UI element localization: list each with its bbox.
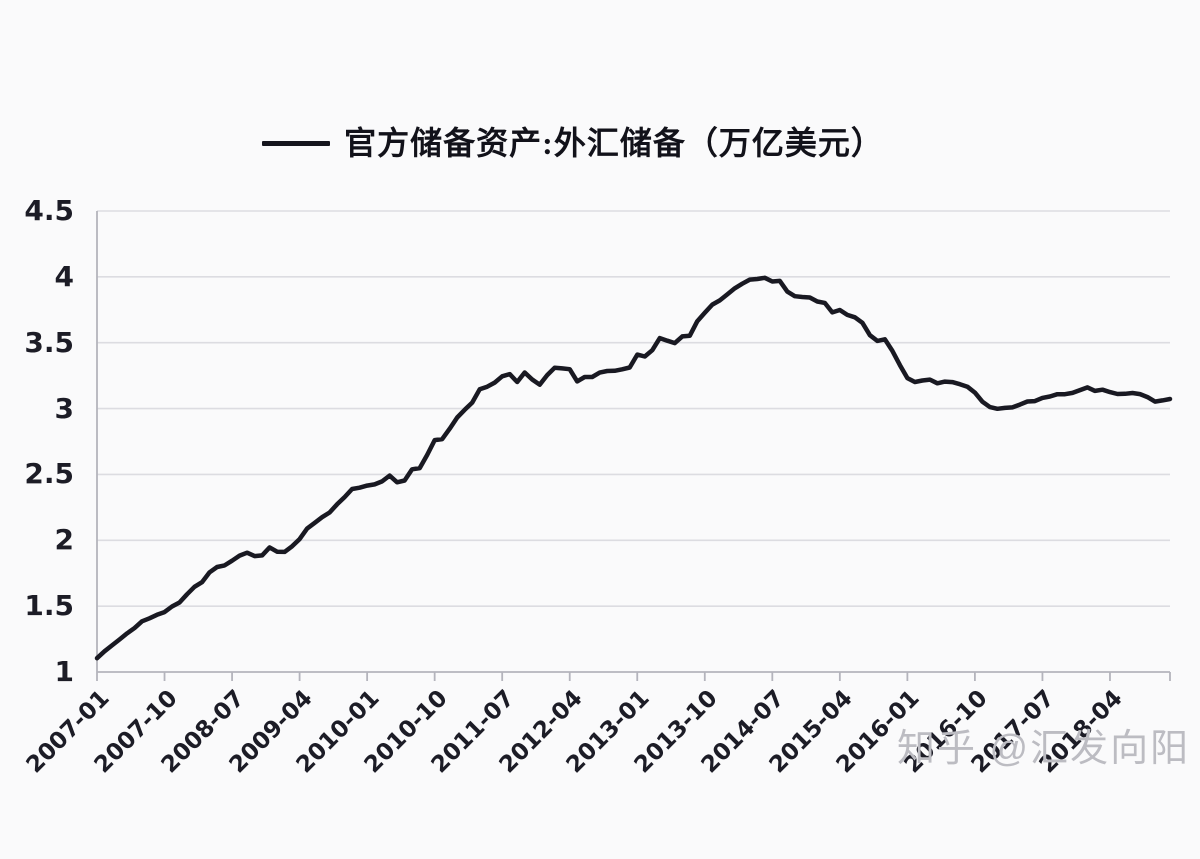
legend-label: 官方储备资产:外汇储备（万亿美元） xyxy=(344,125,884,161)
legend-line-marker-icon xyxy=(262,140,331,146)
legend: 官方储备资产:外汇储备（万亿美元） xyxy=(0,124,1173,162)
plot-area xyxy=(94,210,1173,681)
y-tick-label: 4.5 xyxy=(24,194,74,227)
y-tick-label: 2 xyxy=(54,523,74,557)
y-tick-label: 3 xyxy=(54,391,74,425)
chart: 官方储备资产:外汇储备（万亿美元） 1 1.5 2 2.5 3 3.5 4 4.5 2007-… xyxy=(0,124,1191,778)
watermark: 知乎 @汇发向阳 xyxy=(897,728,1191,770)
series-line xyxy=(94,275,1173,661)
y-tick-label: 1.5 xyxy=(24,589,74,623)
y-tick-label: 3.5 xyxy=(24,325,74,359)
y-tick-label: 2.5 xyxy=(24,457,74,491)
y-tick-label: 4 xyxy=(54,259,74,293)
y-tick-label: 1 xyxy=(54,655,74,688)
